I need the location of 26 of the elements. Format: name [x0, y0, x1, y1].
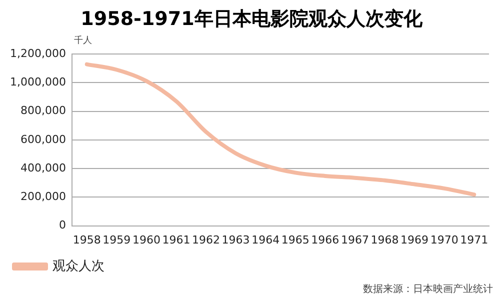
x-tick-label: 1971: [460, 233, 488, 246]
y-tick-label: 200,000: [20, 190, 66, 204]
x-tick-label: 1962: [192, 233, 220, 246]
x-tick-label: 1958: [72, 233, 101, 246]
x-tick-label: 1965: [281, 233, 310, 246]
x-tick-label: 1967: [340, 233, 369, 246]
x-tick-label: 1963: [222, 233, 250, 246]
y-tick-label: 400,000: [20, 161, 66, 174]
y-tick-label: 1,200,000: [10, 46, 66, 60]
y-tick-label: 0: [58, 218, 66, 232]
y-tick-label: 600,000: [20, 132, 66, 146]
y-tick-label: 800,000: [20, 104, 66, 118]
x-tick-label: 1968: [370, 233, 399, 246]
x-tick-label: 1961: [162, 233, 190, 246]
x-tick-label: 1959: [102, 233, 131, 246]
y-tick-label: 1,000,000: [10, 75, 66, 88]
legend-label: 观众人次: [52, 258, 104, 274]
chart-title: 1958-1971年日本电影院观众人次变化: [80, 7, 424, 32]
y-axis-title: 千人: [74, 34, 92, 47]
x-tick-label: 1969: [400, 233, 429, 246]
line-series: [84, 62, 476, 197]
x-tick-label: 1970: [430, 233, 458, 246]
x-tick-label: 1966: [311, 233, 340, 246]
source-note: 数据来源：日本映画产业统计: [363, 282, 493, 296]
x-tick-label: 1960: [132, 233, 160, 246]
x-tick-label: 1964: [252, 233, 280, 246]
